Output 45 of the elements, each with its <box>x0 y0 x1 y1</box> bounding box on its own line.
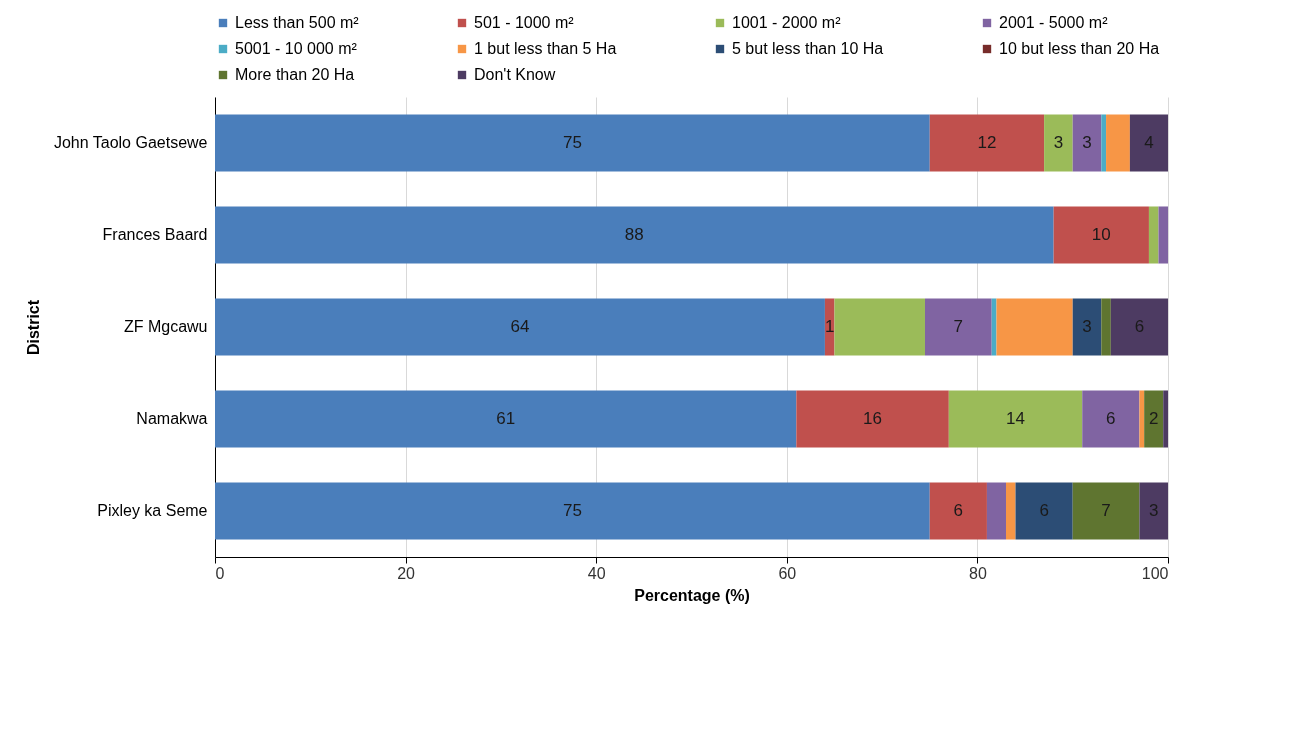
data-label: 3 <box>1082 317 1092 336</box>
legend-label: 5 but less than 10 Ha <box>732 40 884 57</box>
x-tick-label: 0 <box>215 564 225 582</box>
legend-label: Don't Know <box>474 66 556 83</box>
legend-label: 1001 - 2000 m² <box>732 14 842 31</box>
data-label: 10 <box>1091 225 1111 244</box>
legend-label: Less than 500 m² <box>235 14 360 31</box>
data-label: 75 <box>562 133 582 152</box>
data-label: 88 <box>624 225 644 244</box>
legend-label: 501 - 1000 m² <box>474 14 575 31</box>
x-tick-label: 20 <box>397 564 416 582</box>
data-label: 6 <box>1134 317 1145 336</box>
x-tick-label: 60 <box>778 564 797 582</box>
data-label: 6 <box>1106 409 1116 428</box>
data-label: 6 <box>1039 501 1049 520</box>
x-tick-label: 100 <box>1141 564 1169 582</box>
legend-label: 1 but less than 5 Ha <box>474 40 617 57</box>
y-axis-title: District <box>24 299 42 356</box>
legend-label: 2001 - 5000 m² <box>999 14 1109 31</box>
data-label: 14 <box>1006 409 1025 428</box>
data-label: 3 <box>1082 133 1092 152</box>
data-label: 4 <box>1144 133 1154 152</box>
data-label: 12 <box>977 133 997 152</box>
data-label: 75 <box>562 501 582 520</box>
x-tick-label: 80 <box>969 564 987 582</box>
data-label: 1 <box>824 317 835 336</box>
data-label: 3 <box>1053 133 1064 152</box>
data-label: 16 <box>863 409 883 428</box>
legend-label: 10 but less than 20 Ha <box>999 40 1160 57</box>
y-tick-label: John Taolo Gaetsewe <box>53 134 208 151</box>
y-tick-label: Frances Baard <box>102 226 208 243</box>
data-label: 2 <box>1148 409 1159 428</box>
data-label: 7 <box>1101 501 1111 520</box>
y-tick-label: ZF Mgcawu <box>123 318 208 335</box>
y-tick-label: Pixley ka Seme <box>97 502 208 519</box>
data-label: 7 <box>953 317 964 336</box>
data-label: 64 <box>510 317 530 336</box>
data-label: 61 <box>496 409 516 428</box>
x-tick-label: 40 <box>587 564 606 582</box>
legend-label: More than 20 Ha <box>235 66 355 83</box>
x-axis-title: Percentage (%) <box>634 586 750 604</box>
y-tick-label: Namakwa <box>136 410 208 427</box>
data-label: 3 <box>1148 501 1159 520</box>
data-label: 6 <box>953 501 964 520</box>
legend-label: 5001 - 10 000 m² <box>235 40 358 57</box>
